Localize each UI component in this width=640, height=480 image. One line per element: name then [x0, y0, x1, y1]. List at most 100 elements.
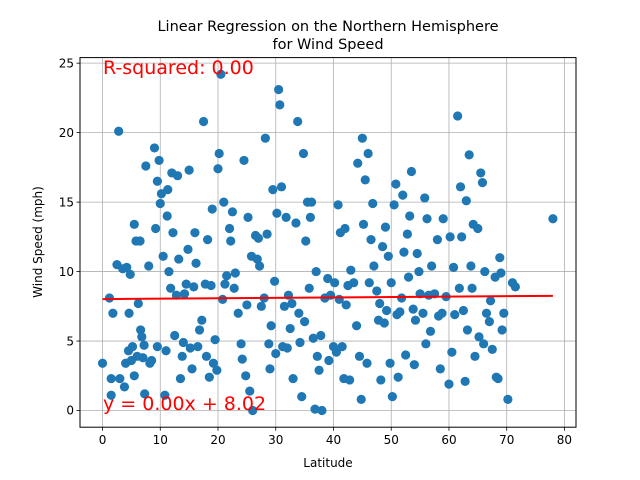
data-point [383, 251, 393, 261]
data-point [114, 126, 124, 136]
data-point [368, 198, 378, 209]
data-point [260, 133, 270, 143]
data-point [179, 289, 190, 299]
data-point [453, 111, 463, 121]
data-point [172, 171, 183, 181]
data-point [437, 308, 447, 318]
data-point [265, 364, 275, 374]
data-point [189, 282, 199, 292]
data-point [149, 143, 160, 153]
data-point [420, 193, 430, 203]
data-point [405, 211, 415, 221]
data-point [354, 351, 365, 361]
data-point [256, 301, 266, 311]
data-point [295, 337, 305, 348]
data-point [422, 214, 432, 224]
data-point [122, 262, 132, 273]
data-point [239, 155, 249, 166]
data-point [510, 282, 520, 292]
data-point [421, 339, 431, 349]
data-point [397, 293, 407, 303]
data-point [201, 351, 212, 361]
data-point [287, 298, 297, 309]
data-point [314, 365, 324, 375]
data-point [245, 386, 255, 396]
x-axis-label: Latitude [303, 456, 352, 470]
data-point [271, 348, 281, 359]
data-point [252, 254, 262, 264]
data-point [298, 148, 309, 159]
data-point [185, 343, 195, 353]
data-point [460, 376, 470, 386]
data-point [139, 340, 149, 350]
data-point [393, 372, 403, 382]
data-point [300, 317, 310, 327]
data-point [266, 321, 276, 331]
data-point [187, 364, 197, 374]
data-point [135, 236, 145, 246]
data-point [447, 347, 457, 357]
y-tick-label: 20 [59, 126, 74, 140]
data-point [288, 373, 298, 384]
data-point [210, 335, 220, 345]
data-point [222, 271, 232, 281]
data-point [330, 278, 340, 288]
data-point [129, 219, 139, 229]
data-point [177, 351, 187, 361]
data-point [161, 346, 171, 356]
data-point [444, 379, 454, 389]
chart-title-line1: Linear Regression on the Northern Hemisp… [157, 19, 498, 35]
data-point [129, 371, 139, 381]
data-point [310, 404, 320, 414]
data-point [345, 375, 355, 385]
data-point [197, 315, 207, 325]
data-point [377, 241, 388, 252]
data-point [316, 330, 326, 341]
data-point [291, 218, 301, 228]
data-point [198, 116, 209, 127]
data-point [403, 272, 414, 282]
data-point [233, 308, 243, 318]
data-point [432, 235, 443, 245]
data-point [499, 308, 509, 318]
data-point [311, 266, 321, 277]
data-point [220, 279, 230, 289]
data-point [269, 276, 280, 286]
data-point [450, 310, 460, 320]
data-point [119, 382, 130, 392]
data-point [357, 133, 367, 143]
data-point [455, 182, 466, 192]
data-point [477, 178, 488, 188]
data-point [279, 301, 290, 311]
data-point [253, 233, 264, 243]
data-point [427, 261, 437, 271]
data-point [382, 305, 392, 316]
data-point [285, 323, 295, 334]
regression-equation-annotation: y = 0.00x + 8.02 [103, 393, 266, 415]
data-point [399, 247, 409, 257]
data-point [485, 296, 496, 306]
data-point [353, 158, 363, 168]
y-tick-label: 10 [59, 265, 74, 279]
data-point [106, 373, 116, 384]
data-point [170, 330, 180, 341]
data-point [481, 308, 492, 318]
data-point [297, 392, 307, 402]
data-point [474, 332, 484, 342]
data-point [323, 273, 333, 284]
data-point [166, 283, 176, 293]
data-point [229, 283, 239, 293]
data-point [216, 69, 226, 79]
data-point [152, 342, 162, 352]
data-point [387, 392, 397, 402]
data-point [237, 354, 247, 364]
data-point [346, 265, 356, 275]
data-point [467, 283, 477, 293]
plot-frame [79, 57, 577, 428]
data-point [337, 342, 347, 352]
data-point [414, 266, 424, 277]
data-point [108, 308, 118, 318]
x-tick-label: 10 [153, 433, 168, 447]
data-point [125, 269, 135, 279]
